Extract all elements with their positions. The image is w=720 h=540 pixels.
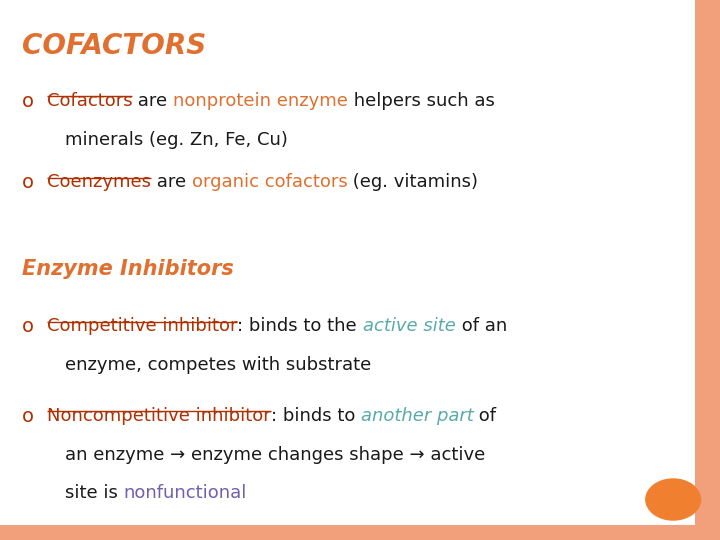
Text: Cofactors: Cofactors: [47, 92, 132, 110]
Text: of an: of an: [456, 318, 507, 335]
Text: Competitive inhibitor: Competitive inhibitor: [47, 318, 238, 335]
Text: helpers such as: helpers such as: [348, 92, 495, 110]
Text: enzyme, competes with substrate: enzyme, competes with substrate: [65, 356, 371, 374]
Bar: [695, 0, 720, 540]
Text: COFACTORS: COFACTORS: [22, 32, 206, 60]
Text: nonfunctional: nonfunctional: [123, 484, 247, 503]
Text: nonprotein enzyme: nonprotein enzyme: [174, 92, 348, 110]
Text: : binds to: : binds to: [271, 407, 361, 425]
Text: another part: another part: [361, 407, 474, 425]
Text: Enzyme Inhibitors: Enzyme Inhibitors: [22, 259, 233, 279]
Circle shape: [646, 479, 701, 520]
Text: o: o: [22, 173, 34, 192]
Text: an enzyme → enzyme changes shape → active: an enzyme → enzyme changes shape → activ…: [65, 446, 485, 464]
Text: Noncompetitive inhibitor: Noncompetitive inhibitor: [47, 407, 271, 425]
Text: are: are: [132, 92, 174, 110]
Text: of: of: [474, 407, 496, 425]
Text: minerals (eg. Zn, Fe, Cu): minerals (eg. Zn, Fe, Cu): [65, 131, 288, 149]
Text: o: o: [22, 318, 34, 336]
Text: : binds to the: : binds to the: [238, 318, 363, 335]
Text: o: o: [22, 92, 34, 111]
Text: organic cofactors: organic cofactors: [192, 173, 348, 192]
Text: o: o: [22, 407, 34, 426]
Text: active site: active site: [363, 318, 456, 335]
Text: Coenzymes: Coenzymes: [47, 173, 150, 192]
Text: (eg. vitamins): (eg. vitamins): [348, 173, 478, 192]
Bar: [0, 525, 720, 540]
Text: are: are: [150, 173, 192, 192]
Text: site is: site is: [65, 484, 123, 503]
